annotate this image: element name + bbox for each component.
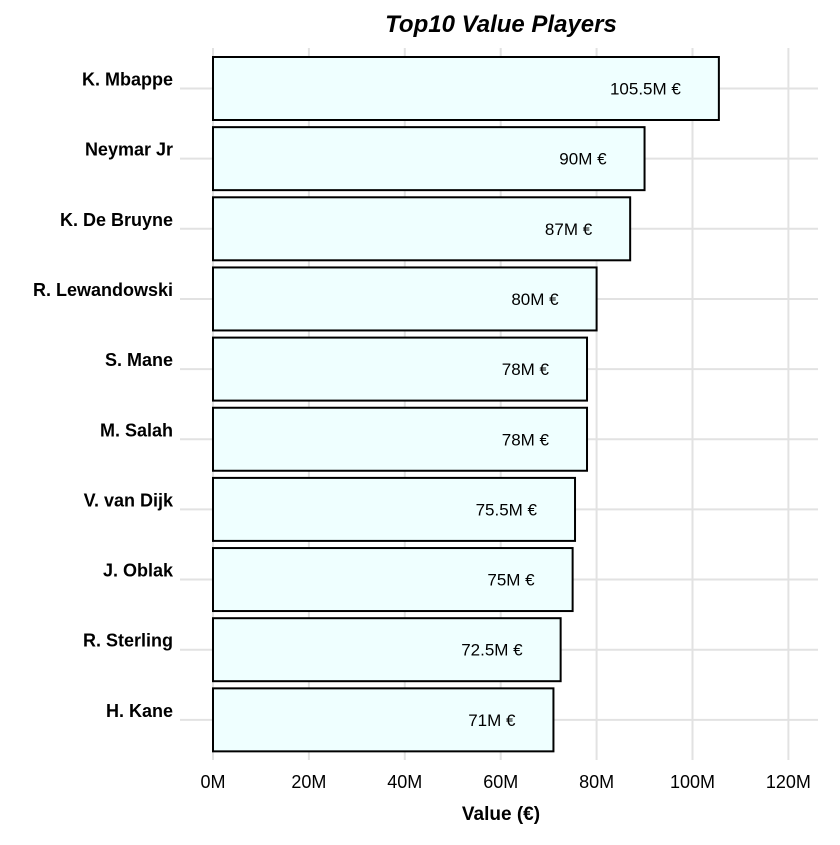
x-tick-label: 20M	[291, 772, 326, 792]
data-label: 78M €	[502, 360, 550, 379]
data-label: 80M €	[511, 290, 559, 309]
category-label: R. Sterling	[83, 631, 173, 651]
x-tick-label: 0M	[200, 772, 225, 792]
category-label: J. Oblak	[103, 561, 174, 581]
bar	[212, 126, 646, 192]
x-axis-ticks: 0M 20M 40M 60M 80M 100M 120M	[200, 772, 810, 792]
x-axis-title: Value (€)	[462, 804, 540, 825]
category-label: K. Mbappe	[82, 70, 173, 90]
data-label: 90M €	[559, 150, 607, 169]
category-label: R. Lewandowski	[33, 280, 173, 300]
category-label: Neymar Jr	[85, 140, 173, 160]
data-label: 75M €	[487, 571, 535, 590]
category-label: V. van Dijk	[84, 490, 174, 510]
bar	[212, 336, 589, 402]
data-label: 105.5M €	[610, 80, 681, 99]
data-label: 78M €	[502, 430, 550, 449]
bars: 105.5M € 90M € 87M € 80M € 78M € 78M € 75.5M €…	[212, 56, 720, 753]
x-tick-label: 100M	[670, 772, 715, 792]
bar	[212, 617, 562, 683]
bar	[212, 547, 574, 613]
data-label: 71M €	[468, 711, 516, 730]
x-tick-label: 60M	[483, 772, 518, 792]
category-label: H. Kane	[106, 701, 173, 721]
bar	[212, 266, 598, 332]
x-tick-label: 120M	[766, 772, 811, 792]
data-label: 75.5M €	[476, 500, 538, 519]
category-label: K. De Bruyne	[60, 210, 173, 230]
bar	[212, 476, 577, 542]
x-tick-label: 80M	[579, 772, 614, 792]
category-labels: K. Mbappe Neymar Jr K. De Bruyne R. Lewando…	[33, 70, 174, 721]
x-tick-label: 40M	[387, 772, 422, 792]
bar	[212, 196, 632, 262]
category-label: S. Mane	[105, 350, 173, 370]
bar	[212, 687, 555, 753]
data-label: 87M €	[545, 220, 593, 239]
bar	[212, 56, 720, 121]
bar	[212, 406, 589, 472]
data-label: 72.5M €	[461, 641, 523, 660]
chart-title: Top10 Value Players	[385, 11, 617, 38]
category-label: M. Salah	[100, 420, 173, 440]
